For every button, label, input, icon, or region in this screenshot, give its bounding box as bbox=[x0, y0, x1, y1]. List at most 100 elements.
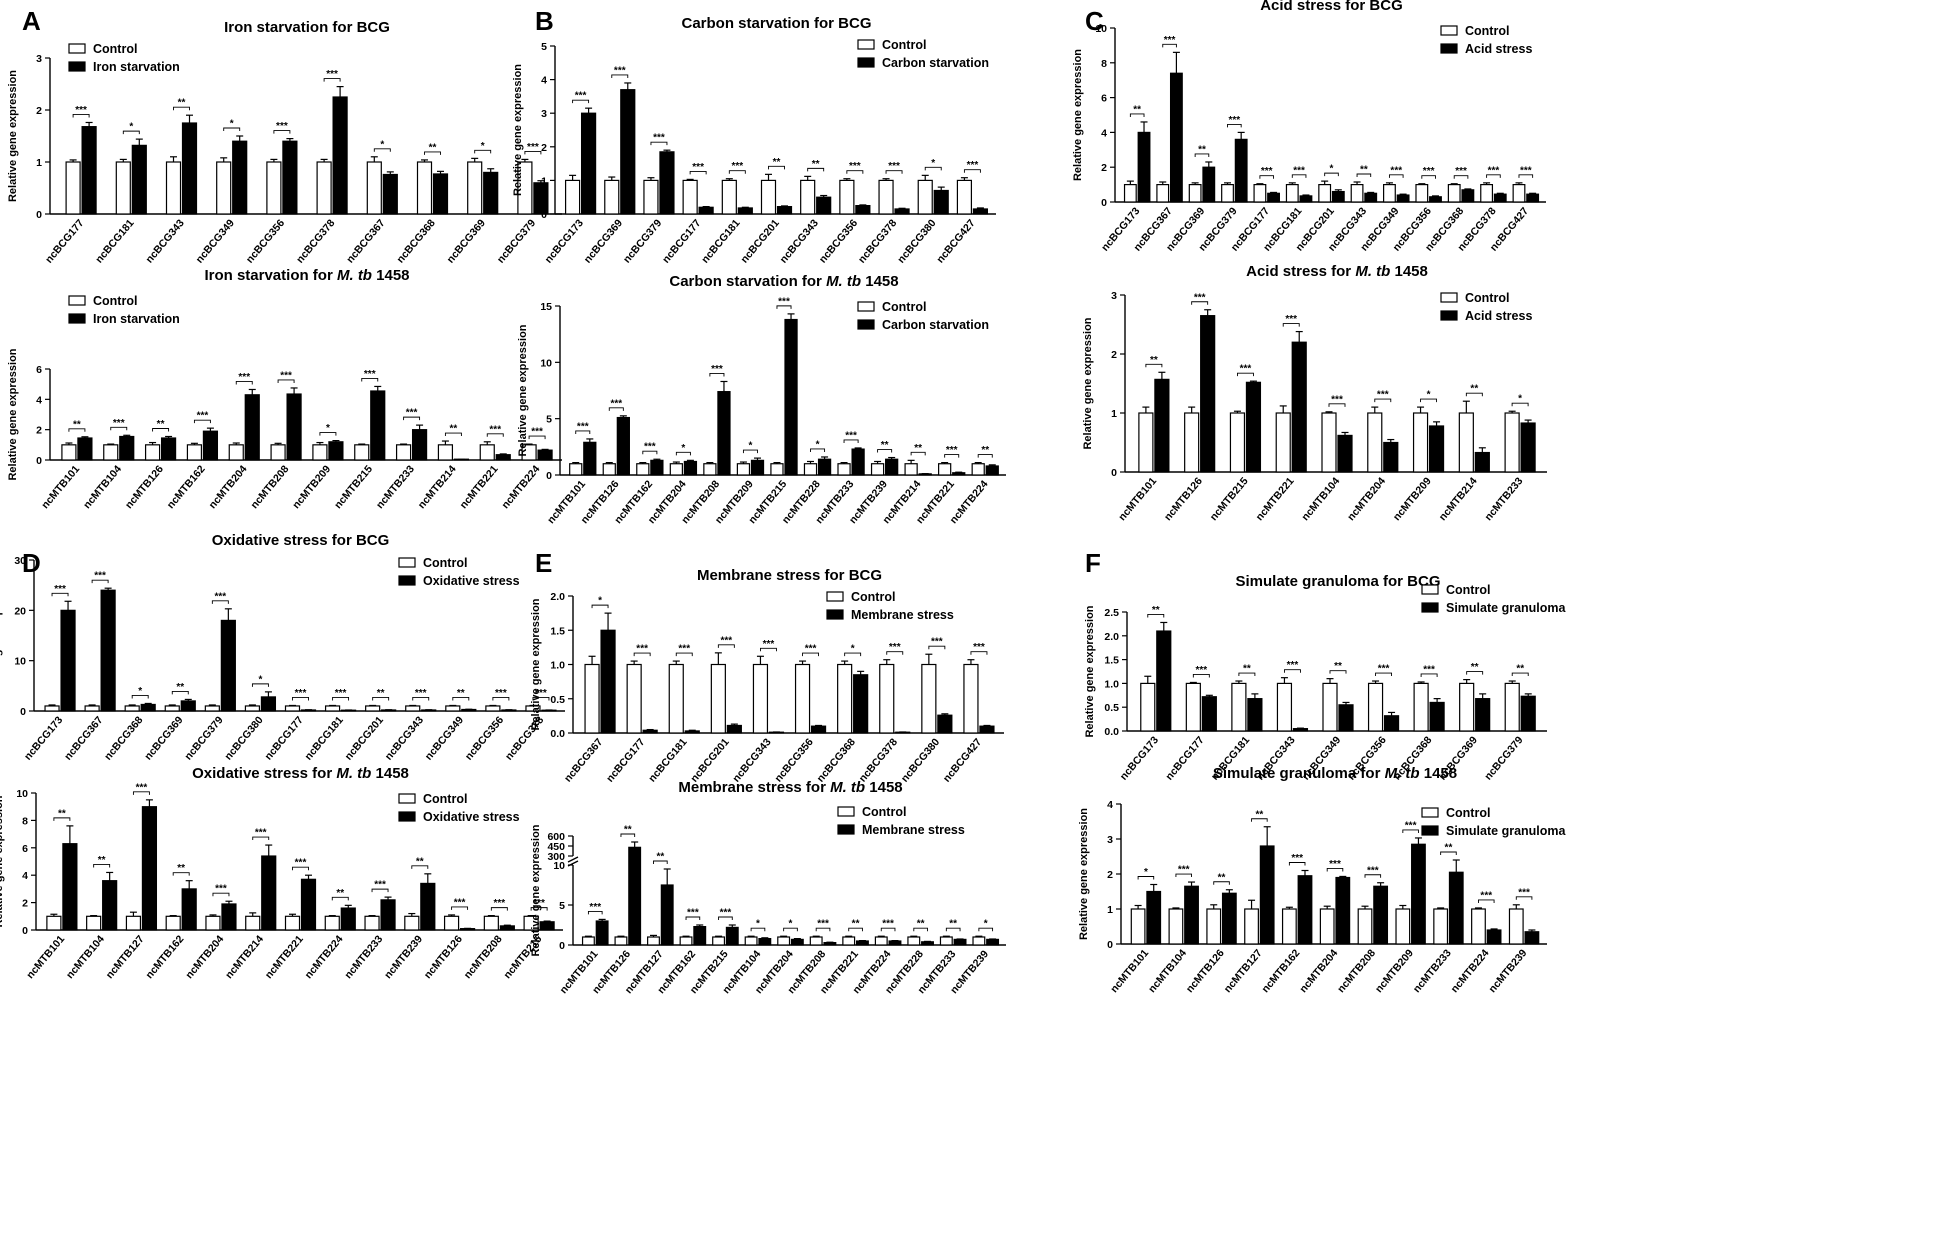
control-bar bbox=[669, 463, 683, 476]
y-axis-label: Relative gene expression bbox=[7, 70, 19, 202]
significance-label: ** bbox=[949, 919, 957, 930]
control-bar bbox=[365, 705, 381, 712]
x-category-label: ncBCG380 bbox=[895, 217, 938, 266]
significance-bracket bbox=[1175, 873, 1192, 878]
legend-label-control: Control bbox=[423, 792, 467, 806]
treatment-bar bbox=[979, 725, 995, 734]
treatment-bar bbox=[1474, 451, 1490, 473]
significance-label: ** bbox=[377, 688, 385, 699]
significance-label: ** bbox=[1445, 843, 1453, 854]
panel-letter-a: A bbox=[22, 6, 41, 36]
x-category-label: ncBCG343 bbox=[383, 714, 426, 763]
significance-label: *** bbox=[238, 372, 250, 383]
significance-bracket bbox=[361, 377, 379, 382]
treatment-bar bbox=[300, 878, 317, 931]
y-tick-label: 2 bbox=[36, 105, 42, 117]
significance-bracket bbox=[371, 888, 389, 893]
x-category-label: ncMTB126 bbox=[1162, 475, 1205, 523]
control-bar bbox=[809, 936, 823, 946]
significance-label: * bbox=[598, 596, 602, 607]
y-tick-label: 450 bbox=[547, 841, 565, 853]
treatment-bar bbox=[1337, 434, 1353, 473]
chart-title: Oxidative stress for BCG bbox=[212, 532, 390, 549]
chart-c2: Acid stress for M. tb 1458 0 1 2 3 Relative g… bbox=[1082, 263, 1547, 523]
y-tick-label: 10 bbox=[1095, 23, 1107, 35]
x-category-label: ncBCG378 bbox=[857, 736, 900, 785]
chart-title: Simulate granuloma for M. tb 1458 bbox=[1213, 765, 1457, 782]
significance-label: *** bbox=[75, 105, 87, 116]
treatment-bar bbox=[1267, 192, 1280, 203]
significance-bracket bbox=[51, 592, 69, 597]
x-category-label: ncBCG356 bbox=[773, 736, 816, 785]
significance-bracket bbox=[273, 130, 291, 134]
significance-label: * bbox=[1518, 394, 1522, 405]
control-bar bbox=[164, 705, 180, 712]
significance-label: *** bbox=[276, 121, 288, 132]
significance-label: *** bbox=[1331, 394, 1343, 405]
legend: Control Membrane stress bbox=[837, 805, 965, 837]
treatment-bar bbox=[1234, 138, 1248, 203]
x-category-label: ncBCG380 bbox=[222, 714, 265, 763]
legend: Control Acid stress bbox=[1440, 24, 1532, 56]
significance-bracket bbox=[1486, 174, 1501, 178]
significance-bracket bbox=[1420, 398, 1438, 403]
treatment-bar bbox=[244, 394, 260, 461]
legend-label-treatment: Acid stress bbox=[1465, 309, 1532, 323]
x-category-label: ncMTB214 bbox=[1437, 475, 1480, 523]
significance-label: *** bbox=[364, 369, 376, 380]
treatment-bar bbox=[1184, 885, 1199, 945]
treatment-bar bbox=[1383, 715, 1400, 732]
significance-bracket bbox=[1238, 672, 1256, 677]
control-bar bbox=[1512, 184, 1526, 203]
x-category-label: ncBCG368 bbox=[394, 217, 437, 266]
y-tick-label: 6 bbox=[1101, 93, 1107, 105]
significance-label: * bbox=[1330, 164, 1334, 175]
treatment-bar bbox=[784, 318, 798, 476]
x-category-label: ncBCG349 bbox=[194, 217, 237, 266]
y-tick-label: 3 bbox=[1107, 834, 1113, 846]
significance-bracket bbox=[1375, 672, 1393, 677]
control-bar bbox=[228, 444, 244, 461]
significance-label: ** bbox=[1470, 384, 1478, 395]
control-bar bbox=[602, 463, 616, 476]
significance-bracket bbox=[412, 697, 430, 701]
x-category-label: ncMTB104 bbox=[81, 463, 124, 511]
y-axis-label: Relative gene expression bbox=[1072, 49, 1084, 181]
treatment-bar bbox=[1520, 422, 1536, 473]
x-category-label: ncMTB126 bbox=[123, 463, 166, 511]
significance-bracket bbox=[575, 430, 591, 434]
significance-bracket bbox=[373, 148, 391, 152]
control-bar bbox=[437, 444, 454, 461]
significance-bracket bbox=[910, 451, 926, 456]
chart-d2: Oxidative stress for M. tb 1458 0 2 4 6 8 10 Re… bbox=[0, 765, 563, 981]
control-bar bbox=[752, 663, 769, 734]
significance-label: *** bbox=[215, 884, 227, 895]
control-bar bbox=[324, 915, 340, 931]
treatment-bar bbox=[432, 173, 449, 215]
treatment-bar bbox=[131, 144, 147, 215]
treatment-bar bbox=[986, 938, 1000, 946]
treatment-bar bbox=[1429, 701, 1445, 732]
control-bar bbox=[907, 936, 921, 946]
control-bar bbox=[354, 444, 370, 461]
control-bar bbox=[65, 161, 81, 215]
control-bar bbox=[564, 179, 581, 215]
y-tick-label: 10 bbox=[16, 788, 28, 800]
control-bar bbox=[245, 915, 261, 931]
legend-label-control: Control bbox=[882, 38, 926, 52]
y-tick-label: 4 bbox=[36, 394, 42, 406]
significance-bracket bbox=[970, 651, 988, 655]
control-bar bbox=[1504, 682, 1520, 732]
chart-title-part: Simulate granuloma for bbox=[1213, 765, 1385, 782]
significance-bracket bbox=[1421, 175, 1436, 179]
y-axis-label: Relative gene expression bbox=[1082, 317, 1094, 449]
chart-f1: Simulate granuloma for BCG 0.0 0.5 1.0 1.5 2.… bbox=[1084, 573, 1567, 783]
significance-label: ** bbox=[177, 863, 185, 874]
treatment-bar bbox=[1247, 698, 1263, 732]
treatment-bar bbox=[1520, 695, 1536, 732]
y-axis-label: Relative gene expression bbox=[512, 64, 524, 196]
control-bar bbox=[1367, 682, 1384, 732]
significance-label: *** bbox=[931, 637, 943, 648]
control-bar bbox=[165, 161, 182, 215]
